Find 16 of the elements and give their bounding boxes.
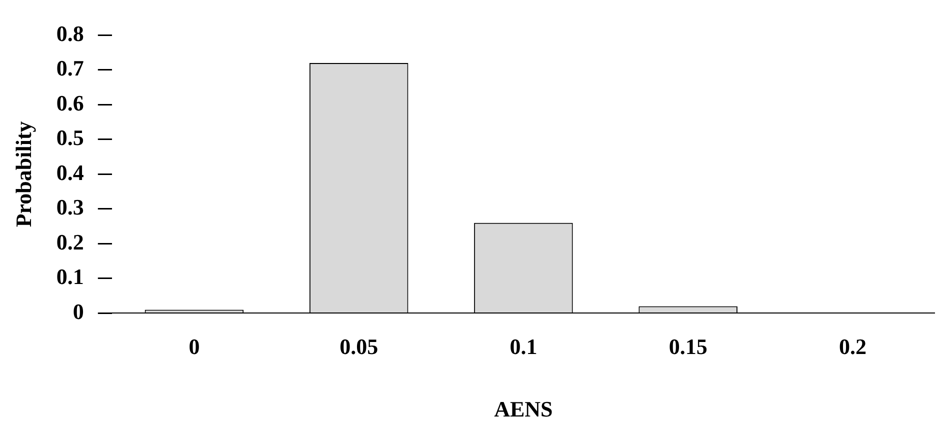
x-tick-label: 0 [188, 334, 200, 360]
x-tick-label: 0.1 [510, 334, 538, 360]
y-tick-label: 0.2 [56, 229, 84, 254]
y-tick-label: 0.7 [56, 56, 84, 81]
y-tick-label: 0.5 [56, 125, 84, 150]
x-tick-label: 0.2 [838, 334, 866, 360]
y-tick-label: 0.4 [56, 160, 84, 185]
y-tick-label: 0.1 [56, 264, 84, 290]
x-axis-title: AENS [494, 396, 553, 422]
y-tick-label: 0.3 [56, 194, 84, 220]
y-tick-label: 0.6 [56, 90, 84, 116]
x-tick-label: 0.15 [668, 334, 708, 360]
x-tick-label: 0.05 [340, 334, 378, 360]
y-axis-title: Probability [10, 121, 36, 228]
y-tick-label: 0 [72, 298, 84, 324]
y-tick-label: 0.8 [56, 20, 84, 46]
